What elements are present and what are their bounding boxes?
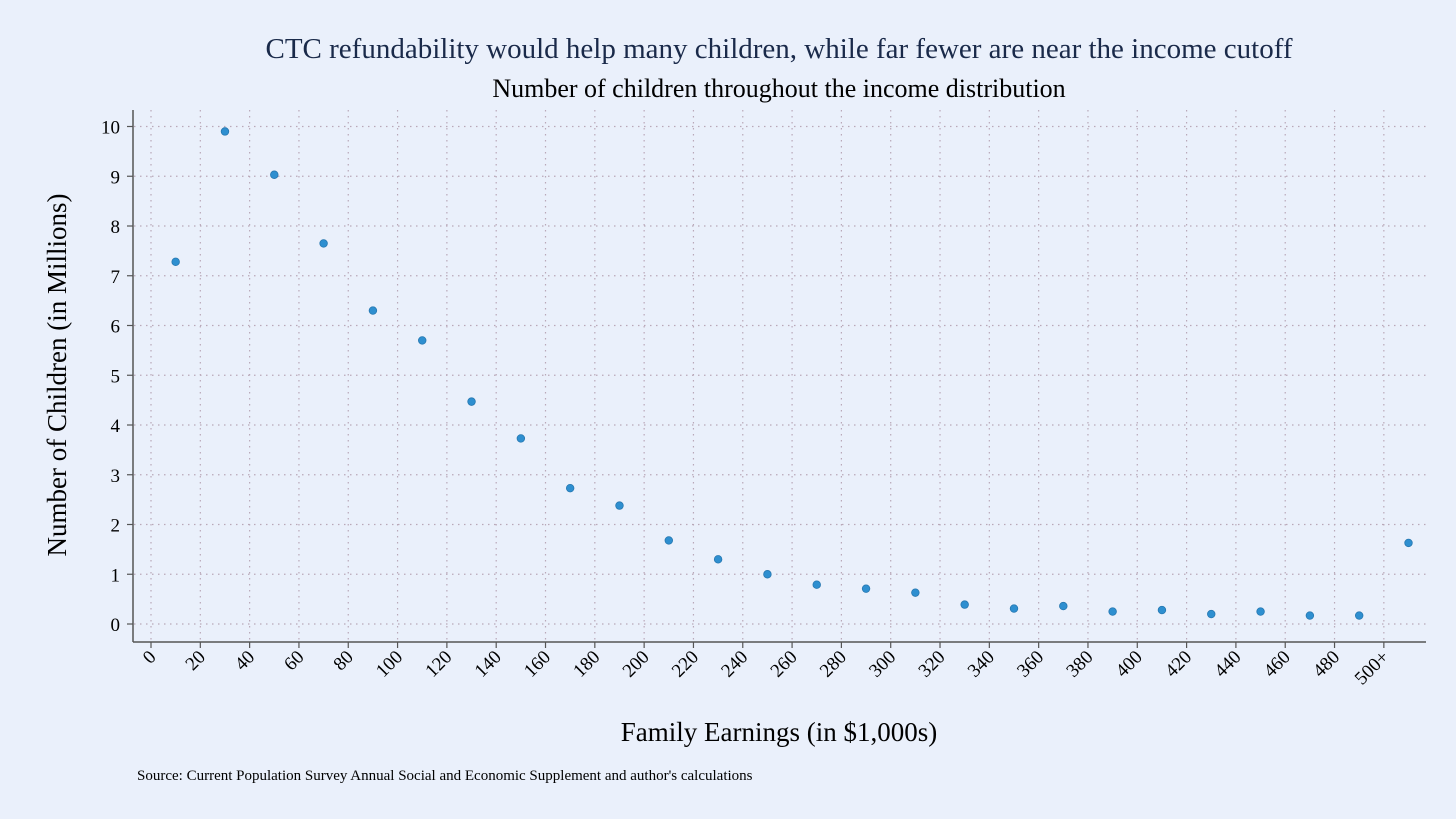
y-tick-label: 5 — [111, 366, 121, 387]
x-tick-label: 360 — [1013, 647, 1048, 682]
x-tick-label: 120 — [421, 647, 456, 682]
x-tick-label: 340 — [964, 647, 999, 682]
chart-title: CTC refundability would help many childr… — [266, 33, 1293, 65]
x-tick-label: 280 — [816, 647, 851, 682]
x-tick-label: 300 — [865, 647, 900, 682]
data-point — [418, 336, 427, 345]
data-point — [812, 580, 821, 589]
x-axis-ticks: 0 20 40 60 80 100 120 140 160 180 200 220 240 260 280 3… — [139, 642, 1393, 689]
data-point — [368, 306, 378, 315]
axes — [132, 110, 1426, 643]
x-tick-label: 20 — [182, 647, 210, 675]
data-point — [220, 127, 230, 136]
grid-lines — [134, 110, 1426, 641]
y-tick-label: 2 — [111, 516, 121, 537]
data-points — [171, 127, 1413, 620]
x-tick-label: 40 — [231, 647, 259, 675]
data-point — [467, 397, 476, 406]
y-tick-label: 7 — [111, 267, 121, 288]
x-tick-label: 0 — [139, 647, 161, 669]
x-tick-label: 500+ — [1351, 647, 1394, 690]
x-tick-label: 320 — [915, 647, 950, 682]
x-tick-label: 440 — [1210, 647, 1245, 682]
data-point — [615, 501, 624, 510]
data-point — [1157, 605, 1167, 615]
x-tick-label: 460 — [1260, 647, 1295, 682]
x-tick-label: 380 — [1062, 647, 1097, 682]
y-tick-label: 0 — [111, 615, 121, 636]
x-tick-label: 160 — [520, 647, 555, 682]
data-point — [270, 170, 279, 179]
x-tick-label: 80 — [330, 647, 358, 675]
y-tick-label: 8 — [111, 217, 121, 238]
chart-subtitle: Number of children throughout the income… — [492, 74, 1065, 103]
x-tick-label: 200 — [619, 647, 654, 682]
x-tick-label: 480 — [1309, 647, 1344, 682]
data-point — [565, 483, 575, 493]
y-axis-ticks: 0 1 2 3 4 5 6 7 8 9 10 — [101, 118, 133, 636]
x-tick-label: 240 — [717, 647, 752, 682]
x-tick-label: 180 — [569, 647, 604, 682]
data-point — [960, 600, 969, 609]
source-note: Source: Current Population Survey Annual… — [137, 768, 753, 784]
x-tick-label: 140 — [471, 647, 506, 682]
data-point — [1108, 607, 1117, 616]
data-point — [1404, 538, 1413, 548]
x-tick-label: 420 — [1161, 647, 1196, 682]
data-point — [1207, 609, 1216, 619]
data-point — [1059, 601, 1068, 611]
y-tick-label: 10 — [101, 118, 120, 139]
data-point — [1256, 607, 1265, 616]
data-point — [664, 536, 673, 545]
y-tick-label: 3 — [111, 466, 121, 487]
x-tick-label: 260 — [767, 647, 802, 682]
data-point — [1009, 604, 1019, 613]
data-point — [1305, 611, 1315, 620]
x-tick-label: 220 — [668, 647, 703, 682]
y-tick-label: 6 — [111, 317, 121, 338]
y-tick-label: 9 — [111, 167, 121, 188]
data-point — [861, 584, 871, 593]
data-point — [516, 434, 526, 443]
x-tick-label: 60 — [280, 647, 308, 675]
y-tick-label: 4 — [111, 416, 121, 437]
data-point — [713, 555, 723, 564]
x-axis-label: Family Earnings (in $1,000s) — [621, 717, 937, 747]
data-point — [319, 239, 328, 248]
x-tick-label: 100 — [372, 647, 407, 682]
data-point — [171, 257, 180, 267]
data-point — [1354, 611, 1364, 620]
y-axis-label: Number of Children (in Millions) — [42, 194, 72, 557]
y-tick-label: 1 — [111, 565, 121, 586]
data-point — [763, 570, 772, 579]
data-point — [911, 588, 920, 597]
x-tick-label: 400 — [1112, 647, 1147, 682]
